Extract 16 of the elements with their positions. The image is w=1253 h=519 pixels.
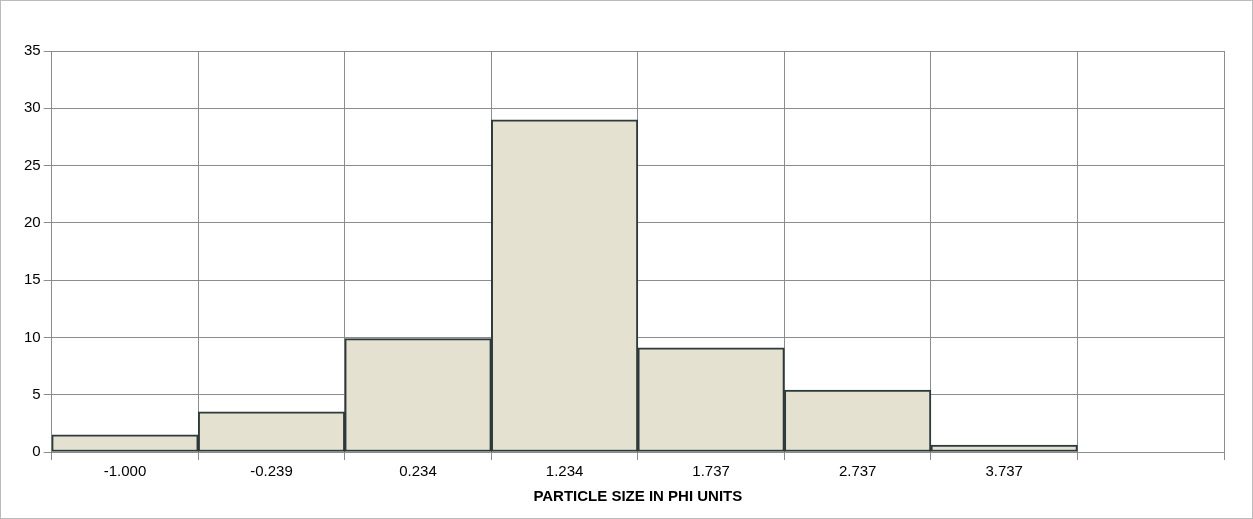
y-tick-label: 25 xyxy=(24,155,41,173)
y-tick-label: 30 xyxy=(24,98,41,116)
x-tick-label: -1.000 xyxy=(103,462,147,480)
y-tick-label: 10 xyxy=(24,327,41,345)
x-tick-label: 2.737 xyxy=(838,462,877,480)
x-tick-label: 1.234 xyxy=(545,462,584,480)
y-tick-label: 20 xyxy=(24,213,41,230)
y-tick-label: 35 xyxy=(24,41,41,59)
x-axis-title: PARTICLE SIZE IN PHI UNITS xyxy=(533,487,743,505)
x-tick-label: 1.737 xyxy=(692,462,730,480)
y-tick-label: 15 xyxy=(24,270,41,288)
y-tick-label: 0 xyxy=(32,442,41,460)
y-tick-label: 5 xyxy=(32,384,41,402)
x-tick-label: -0.239 xyxy=(250,462,293,480)
x-tick-label: 3.737 xyxy=(985,462,1023,480)
x-tick-label: 0.234 xyxy=(399,462,437,480)
